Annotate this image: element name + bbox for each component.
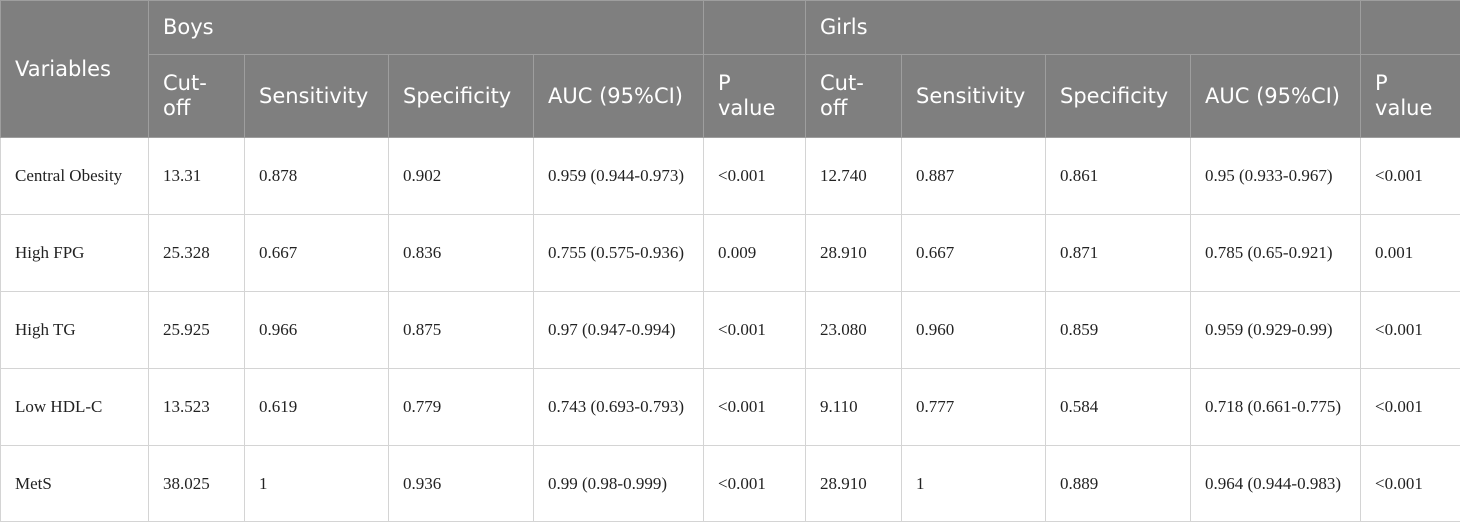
cell-girls-specificity: 0.889 (1046, 446, 1191, 522)
header-group-boys: Boys (149, 1, 704, 55)
cell-boys-specificity: 0.936 (389, 446, 534, 522)
header-girls-pvalue: P value (1361, 55, 1460, 138)
table-body: Central Obesity 13.31 0.878 0.902 0.959 … (1, 138, 1460, 522)
cell-girls-auc: 0.95 (0.933-0.967) (1191, 138, 1361, 215)
header-girls-specificity: Specificity (1046, 55, 1191, 138)
cell-girls-auc: 0.718 (0.661-0.775) (1191, 369, 1361, 446)
cell-boys-pvalue: 0.009 (704, 215, 806, 292)
cell-girls-auc: 0.959 (0.929-0.99) (1191, 292, 1361, 369)
cell-girls-specificity: 0.871 (1046, 215, 1191, 292)
cell-girls-cutoff: 28.910 (806, 446, 902, 522)
table-row: High FPG 25.328 0.667 0.836 0.755 (0.575… (1, 215, 1460, 292)
cell-variable: High TG (1, 292, 149, 369)
cell-girls-specificity: 0.859 (1046, 292, 1191, 369)
cell-boys-cutoff: 25.925 (149, 292, 245, 369)
cell-boys-cutoff: 13.31 (149, 138, 245, 215)
header-variables: Variables (1, 1, 149, 138)
cell-boys-sensitivity: 0.878 (245, 138, 389, 215)
cell-variable: MetS (1, 446, 149, 522)
cell-boys-cutoff: 25.328 (149, 215, 245, 292)
header-group-girls-spacer (1361, 1, 1460, 55)
table-row: High TG 25.925 0.966 0.875 0.97 (0.947-0… (1, 292, 1460, 369)
cell-boys-cutoff: 38.025 (149, 446, 245, 522)
cell-boys-pvalue: <0.001 (704, 138, 806, 215)
cell-girls-cutoff: 23.080 (806, 292, 902, 369)
header-girls-auc: AUC (95%CI) (1191, 55, 1361, 138)
header-row-groups: Variables Boys Girls (1, 1, 1460, 55)
cell-boys-auc: 0.959 (0.944-0.973) (534, 138, 704, 215)
header-group-boys-spacer (704, 1, 806, 55)
cell-boys-sensitivity: 0.667 (245, 215, 389, 292)
cell-girls-auc: 0.964 (0.944-0.983) (1191, 446, 1361, 522)
cell-boys-specificity: 0.779 (389, 369, 534, 446)
cell-variable: High FPG (1, 215, 149, 292)
cell-boys-specificity: 0.836 (389, 215, 534, 292)
cell-boys-specificity: 0.902 (389, 138, 534, 215)
cell-girls-sensitivity: 0.887 (902, 138, 1046, 215)
cell-boys-sensitivity: 1 (245, 446, 389, 522)
cell-girls-sensitivity: 1 (902, 446, 1046, 522)
cell-boys-sensitivity: 0.966 (245, 292, 389, 369)
cell-girls-auc: 0.785 (0.65-0.921) (1191, 215, 1361, 292)
cell-girls-pvalue: <0.001 (1361, 369, 1460, 446)
cell-girls-pvalue: <0.001 (1361, 138, 1460, 215)
cell-girls-cutoff: 9.110 (806, 369, 902, 446)
header-boys-auc: AUC (95%CI) (534, 55, 704, 138)
cell-boys-auc: 0.743 (0.693-0.793) (534, 369, 704, 446)
cell-girls-pvalue: <0.001 (1361, 446, 1460, 522)
header-row-columns: Cut-off Sensitivity Specificity AUC (95%… (1, 55, 1460, 138)
cell-boys-auc: 0.97 (0.947-0.994) (534, 292, 704, 369)
cell-girls-cutoff: 12.740 (806, 138, 902, 215)
cell-girls-sensitivity: 0.667 (902, 215, 1046, 292)
header-girls-cutoff: Cut-off (806, 55, 902, 138)
table-header: Variables Boys Girls Cut-off Sensitivity… (1, 1, 1460, 138)
cell-boys-pvalue: <0.001 (704, 369, 806, 446)
header-group-girls: Girls (806, 1, 1361, 55)
header-boys-cutoff: Cut-off (149, 55, 245, 138)
cell-girls-pvalue: <0.001 (1361, 292, 1460, 369)
cell-girls-cutoff: 28.910 (806, 215, 902, 292)
cell-boys-auc: 0.755 (0.575-0.936) (534, 215, 704, 292)
cell-boys-auc: 0.99 (0.98-0.999) (534, 446, 704, 522)
cell-girls-sensitivity: 0.960 (902, 292, 1046, 369)
cell-boys-specificity: 0.875 (389, 292, 534, 369)
cell-variable: Low HDL-C (1, 369, 149, 446)
cell-boys-pvalue: <0.001 (704, 292, 806, 369)
header-boys-pvalue: P value (704, 55, 806, 138)
cell-boys-cutoff: 13.523 (149, 369, 245, 446)
table-row: MetS 38.025 1 0.936 0.99 (0.98-0.999) <0… (1, 446, 1460, 522)
table-row: Central Obesity 13.31 0.878 0.902 0.959 … (1, 138, 1460, 215)
cell-boys-pvalue: <0.001 (704, 446, 806, 522)
cell-girls-pvalue: 0.001 (1361, 215, 1460, 292)
cell-girls-sensitivity: 0.777 (902, 369, 1046, 446)
cell-girls-specificity: 0.861 (1046, 138, 1191, 215)
header-boys-sensitivity: Sensitivity (245, 55, 389, 138)
header-boys-specificity: Specificity (389, 55, 534, 138)
header-girls-sensitivity: Sensitivity (902, 55, 1046, 138)
cell-variable: Central Obesity (1, 138, 149, 215)
cell-boys-sensitivity: 0.619 (245, 369, 389, 446)
table-row: Low HDL-C 13.523 0.619 0.779 0.743 (0.69… (1, 369, 1460, 446)
cell-girls-specificity: 0.584 (1046, 369, 1191, 446)
